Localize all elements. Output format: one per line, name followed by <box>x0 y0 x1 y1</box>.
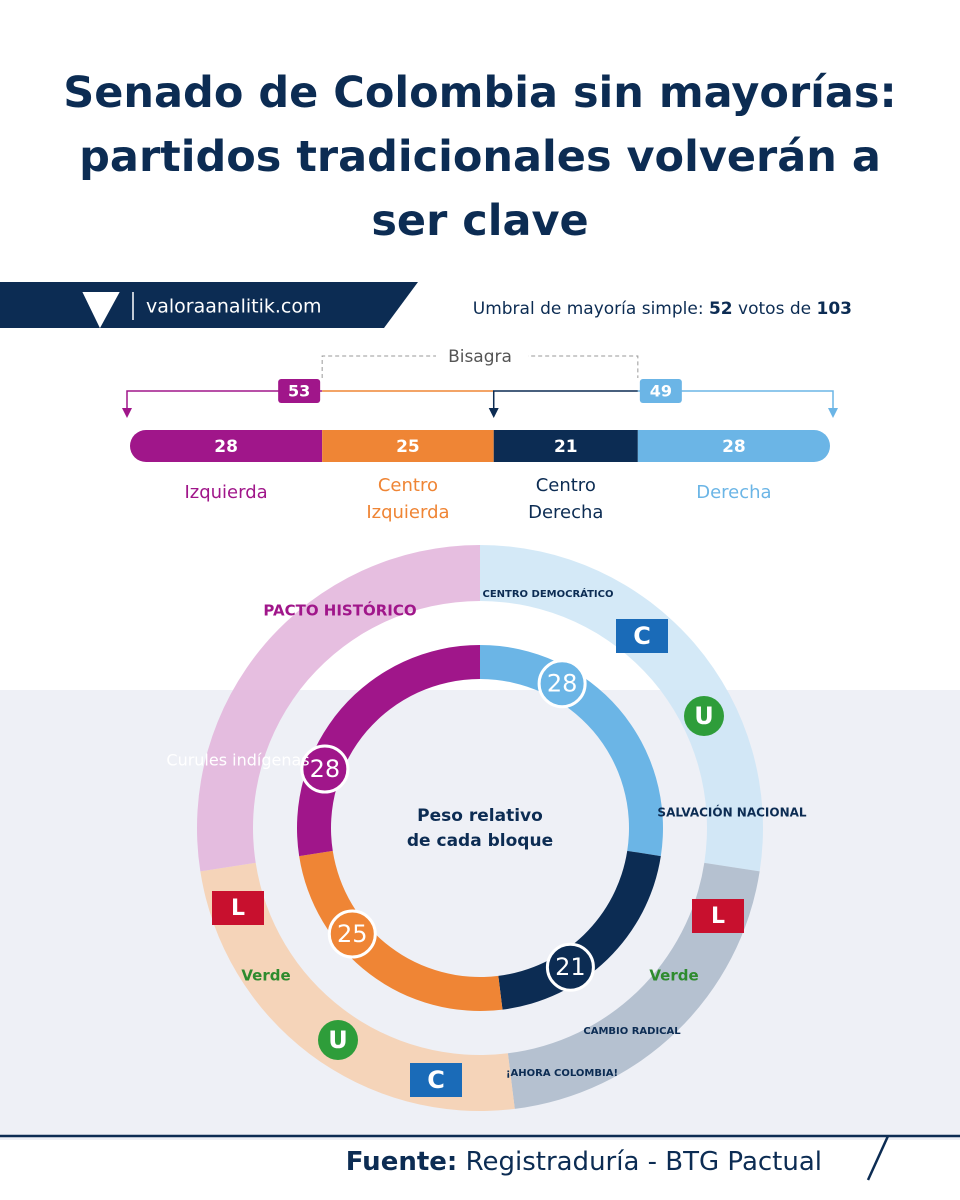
category-label: Derecha <box>696 482 771 503</box>
bar-chart: 28 Izquierda 25 Centro Izquierda 21 Centro Dere… <box>122 344 838 523</box>
title-line: ser clave <box>371 196 588 246</box>
category-line: Derecha <box>528 502 603 523</box>
party-badge <box>692 899 744 933</box>
threshold-label: Umbral de mayoría simple: <box>473 299 704 319</box>
source: Fuente: Registraduría - BTG Pactual <box>346 1147 822 1177</box>
total: 103 <box>817 299 853 319</box>
left-block-value: 53 <box>288 382 310 401</box>
party-label: L <box>711 904 725 929</box>
party-badge <box>616 619 668 653</box>
value-badge <box>537 659 587 709</box>
party-label: C <box>427 1066 445 1094</box>
party-label: C <box>633 622 651 650</box>
title-line: Senado de Colombia sin mayorías: <box>63 68 896 118</box>
donut-title-line: Peso relativo <box>417 806 543 826</box>
party-label: SALVACIÓN NACIONAL <box>657 805 807 820</box>
hinge-bg <box>436 344 528 368</box>
source-text: Registraduría - BTG Pactual <box>466 1147 822 1177</box>
donut-title: Peso relativo de cada bloque <box>407 806 553 851</box>
bar-value: 21 <box>554 437 578 457</box>
majority: 52 <box>709 299 733 319</box>
title-line: partidos tradicionales volverán a <box>79 132 881 182</box>
party-label: Verde <box>649 967 698 985</box>
right-block-box <box>639 379 682 403</box>
party-label: Verde <box>241 967 290 985</box>
left-bracket <box>126 390 323 414</box>
hinge-label: Bisagra <box>448 347 512 367</box>
party-badge <box>410 1063 462 1097</box>
right-arrow <box>828 408 838 418</box>
party-label: CAMBIO RADICAL <box>583 1026 681 1037</box>
left-block-box <box>278 379 321 403</box>
bar-value: 25 <box>396 437 420 457</box>
value-badge <box>545 942 595 992</box>
right-bracket <box>637 390 834 414</box>
category-line: Centro <box>378 475 438 496</box>
category-line: Centro <box>536 475 596 496</box>
bar-segment <box>322 430 494 462</box>
title: Senado de Colombia sin mayorías: partidos… <box>63 68 896 246</box>
center-right-bracket <box>492 390 638 414</box>
bar-segment <box>637 430 830 462</box>
party-label: U <box>328 1026 348 1054</box>
donut-value: 21 <box>555 953 586 981</box>
votes-of: votos de <box>738 299 811 319</box>
category-line: Izquierda <box>366 502 449 523</box>
party-label: PACTO HISTÓRICO <box>263 601 416 620</box>
right-block-value: 49 <box>650 382 672 401</box>
category-label: Centro Izquierda <box>366 475 449 523</box>
category-label: Izquierda <box>184 482 267 503</box>
party-label: ¡AHORA COLOMBIA! <box>506 1068 618 1079</box>
value-badge <box>327 909 377 959</box>
center-arrow <box>488 408 499 418</box>
value-badge <box>300 744 350 794</box>
donut-title-line: de cada bloque <box>407 831 553 851</box>
source-label: Fuente: <box>346 1147 458 1177</box>
donut-value: 25 <box>337 920 368 948</box>
bar-segment <box>130 430 323 462</box>
party-badge <box>318 1020 358 1060</box>
party-badge <box>212 891 264 925</box>
donut-value: 28 <box>310 755 341 783</box>
donut-segment <box>498 850 661 1010</box>
left-arrow <box>122 408 132 418</box>
party-label: U <box>694 702 714 730</box>
outer-ring-segment <box>197 545 481 872</box>
donut-value: 28 <box>547 670 578 698</box>
bar-value: 28 <box>214 437 238 457</box>
party-logos: PACTO HISTÓRICO Curules indígenas L Verde U C… <box>166 587 807 1097</box>
hinge-bracket <box>321 355 639 378</box>
party-label: CENTRO DEMOCRÁTICO <box>482 587 613 600</box>
category-label: Centro Derecha <box>528 475 603 523</box>
party-badge <box>684 696 724 736</box>
party-label: Curules indígenas <box>166 751 309 770</box>
threshold: Umbral de mayoría simple: 52 votos de 10… <box>473 299 852 319</box>
site: valoraanalitik.com <box>146 296 321 318</box>
bar-segment <box>493 430 638 462</box>
party-label: L <box>231 896 245 921</box>
footer-slash <box>866 1135 890 1181</box>
bar-value: 28 <box>722 437 746 457</box>
outer-ring-segment <box>200 862 515 1111</box>
site-logo <box>82 292 120 329</box>
